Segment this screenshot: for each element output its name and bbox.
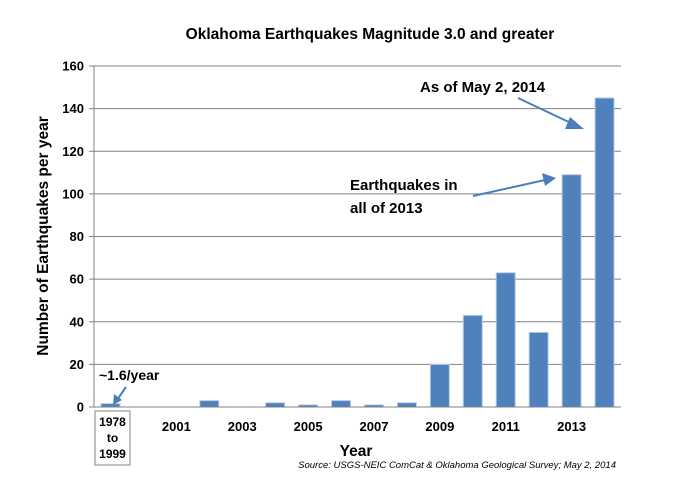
arrowhead-2014 — [565, 117, 584, 129]
annotation-2013-line1: Earthquakes in — [350, 177, 458, 194]
box-label-line-2: to — [107, 431, 118, 445]
gridlines — [94, 65, 621, 365]
y-tick-label: 20 — [70, 357, 84, 372]
bar — [528, 331, 549, 408]
y-tick-label: 160 — [62, 59, 84, 74]
box-label-line-3: 1999 — [99, 447, 126, 461]
y-tick-label: 60 — [70, 272, 84, 287]
box-label-line-1: 1978 — [99, 415, 126, 429]
annotation-2013-line2: all of 2013 — [350, 200, 423, 217]
bar — [100, 403, 121, 408]
bar — [561, 174, 582, 408]
y-tick-label: 120 — [62, 144, 84, 159]
source-note: Source: USGS-NEIC ComCat & Oklahoma Geol… — [298, 460, 616, 471]
x-tick-label: 2007 — [360, 419, 389, 434]
bar — [594, 97, 615, 408]
bar — [495, 272, 516, 408]
y-tick-label: 80 — [70, 229, 84, 244]
bar — [396, 402, 417, 408]
arrow-2013 — [472, 179, 546, 197]
bar — [265, 402, 286, 408]
arrowhead-2013 — [542, 173, 556, 186]
x-tick-label: 2005 — [294, 419, 323, 434]
x-tick-label: 2013 — [557, 419, 586, 434]
y-tick-label: 100 — [62, 186, 84, 201]
annotation-2014: As of May 2, 2014 — [420, 79, 546, 96]
x-tick-label: 2009 — [425, 419, 454, 434]
x-axis-label: Year — [340, 443, 373, 460]
y-axis-label: Number of Earthquakes per year — [35, 116, 52, 355]
annotation-early: ~1.6/year — [99, 367, 160, 383]
y-tick-label: 0 — [77, 400, 84, 415]
bar — [462, 314, 483, 408]
x-tick-label: 2001 — [162, 419, 191, 434]
y-tick-label: 40 — [70, 314, 84, 329]
bar — [331, 400, 352, 408]
y-tick-label: 140 — [62, 101, 84, 116]
bar — [429, 363, 450, 408]
arrowhead-early — [113, 394, 122, 405]
y-tick-labels: 0 20 40 60 80 100 120 140 160 — [62, 59, 94, 415]
bar — [199, 400, 220, 408]
arrow-2014 — [517, 97, 574, 125]
bars — [100, 97, 615, 408]
x-tick-label: 2003 — [228, 419, 257, 434]
x-tick-labels: 2001 2003 2005 2007 2009 2011 2013 — [162, 419, 586, 434]
x-tick-label: 2011 — [492, 419, 520, 434]
first-category-box — [94, 410, 131, 466]
chart-title: Oklahoma Earthquakes Magnitude 3.0 and g… — [186, 26, 555, 43]
